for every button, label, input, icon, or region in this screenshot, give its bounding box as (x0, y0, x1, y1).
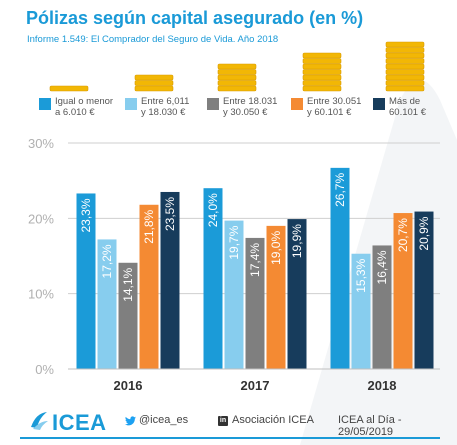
coin (217, 85, 257, 92)
data-label: 20,9% (417, 216, 431, 250)
coin (385, 74, 425, 81)
linkedin-icon: in (218, 416, 228, 426)
coin (302, 80, 342, 86)
coin (302, 85, 342, 92)
coin (385, 85, 425, 92)
legend-label: Más de 60.101 € (389, 96, 426, 118)
legend-swatch (125, 98, 137, 110)
data-label: 17,4% (248, 243, 262, 277)
bar (372, 245, 392, 369)
legend-label: Entre 30.051 y 60.101 € (307, 96, 362, 118)
bar (266, 225, 286, 369)
data-label: 26,7% (333, 173, 347, 207)
data-label: 19,7% (227, 225, 241, 259)
data-label: 20,7% (396, 218, 410, 252)
coin (217, 80, 257, 86)
data-label: 19,0% (269, 231, 283, 265)
data-label: 17,2% (100, 244, 114, 278)
y-tick-label: 30% (28, 136, 54, 151)
legend-swatch (373, 98, 385, 110)
page-subtitle: Informe 1.549: El Comprador del Seguro d… (27, 34, 279, 45)
coin (385, 41, 425, 48)
bar (139, 204, 159, 369)
coin (134, 80, 174, 86)
bar (203, 188, 223, 369)
bar (414, 211, 434, 369)
legend-swatch (207, 98, 219, 110)
y-tick-label: 20% (28, 211, 54, 226)
coin (217, 74, 257, 81)
coin (385, 58, 425, 64)
y-tick-label: 0% (35, 362, 54, 377)
data-label: 15,3% (354, 258, 368, 292)
data-label: 23,3% (79, 198, 93, 232)
legend-label: Igual o menor a 6.010 € (55, 96, 114, 118)
legend-swatch (39, 98, 51, 110)
icea-logo-icon (31, 412, 48, 430)
coin (217, 69, 257, 75)
icea-logo-text: ICEA (52, 410, 107, 435)
coin (134, 85, 174, 92)
bar (97, 239, 117, 369)
coin (385, 69, 425, 75)
data-label: 14,1% (121, 267, 135, 301)
coin (302, 69, 342, 75)
coin (385, 80, 425, 86)
bar (118, 262, 138, 369)
x-tick-label: 2017 (241, 378, 270, 393)
data-label: 24,0% (206, 193, 220, 227)
bar (245, 237, 265, 369)
coin (302, 74, 342, 81)
linkedin-name[interactable]: Asociación ICEA (232, 414, 314, 426)
coin (302, 52, 342, 59)
coin (385, 52, 425, 59)
bar (160, 191, 180, 369)
bar (351, 253, 371, 369)
coin (385, 47, 425, 53)
coin (134, 74, 174, 81)
bar (224, 220, 244, 369)
source-date: ICEA al Día - 29/05/2019 (338, 414, 402, 438)
x-tick-label: 2018 (368, 378, 397, 393)
coin (302, 63, 342, 70)
bottom-rule (20, 437, 440, 439)
data-label: 21,8% (142, 209, 156, 243)
twitter-icon (125, 416, 136, 426)
legend-swatch (291, 98, 303, 110)
coin (217, 63, 257, 70)
legend-label: Entre 18.031 y 30.050 € (223, 96, 278, 118)
x-tick-label: 2016 (114, 378, 143, 393)
coin (302, 58, 342, 64)
bar (393, 213, 413, 369)
coin (49, 85, 89, 92)
legend-label: Entre 6,011 y 18.030 € (141, 96, 190, 118)
data-label: 16,4% (375, 250, 389, 284)
bar (330, 167, 350, 369)
page-title: Pólizas según capital asegurado (en %) (26, 8, 364, 28)
bar (76, 193, 96, 369)
data-label: 23,5% (163, 197, 177, 231)
twitter-handle[interactable]: @icea_es (139, 414, 189, 426)
bar-chart: 0% 10% 20% 30% 23,3% 17,2% 14,1% 21,8% 23,5% 2016… (28, 136, 440, 393)
y-tick-label: 10% (28, 287, 54, 302)
bar (287, 219, 307, 369)
coin (385, 63, 425, 70)
coin-stacks (49, 41, 425, 92)
data-label: 19,9% (290, 224, 304, 258)
